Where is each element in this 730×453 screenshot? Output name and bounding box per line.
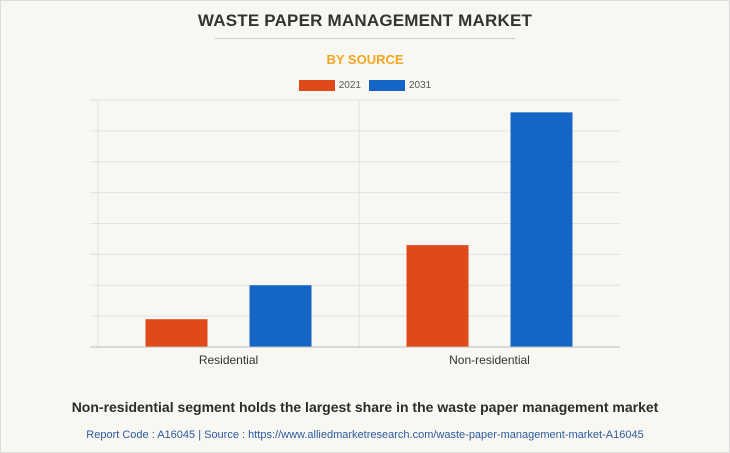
title-divider bbox=[215, 38, 515, 39]
x-tick-label: Non-residential bbox=[449, 353, 530, 367]
bar-2031-residential[interactable] bbox=[249, 285, 312, 347]
chart-subtitle: BY SOURCE bbox=[326, 52, 404, 67]
bar-2021-non-residential[interactable] bbox=[406, 245, 469, 347]
legend-swatch-2031 bbox=[369, 80, 405, 91]
x-tick-label: Residential bbox=[199, 353, 258, 367]
bars bbox=[145, 112, 573, 347]
legend-label-2021: 2021 bbox=[338, 80, 361, 91]
category-labels: Residential Non-residential bbox=[199, 353, 530, 367]
legend-swatch-2021 bbox=[298, 80, 335, 91]
legend-item-2021[interactable]: 2021 bbox=[298, 80, 361, 91]
chart-title: WASTE PAPER MANAGEMENT MARKET bbox=[197, 11, 533, 30]
legend-item-2031[interactable]: 2031 bbox=[369, 80, 431, 91]
legend-label-2031: 2031 bbox=[409, 80, 432, 91]
source-line[interactable]: Report Code : A16045 | Source : https://… bbox=[86, 429, 644, 441]
chart-legend: 2021 2031 bbox=[0, 80, 730, 91]
bar-2031-non-residential[interactable] bbox=[510, 112, 573, 347]
chart-caption: Non-residential segment holds the larges… bbox=[71, 399, 659, 415]
bar-2021-residential[interactable] bbox=[145, 319, 208, 347]
axes bbox=[90, 100, 620, 348]
